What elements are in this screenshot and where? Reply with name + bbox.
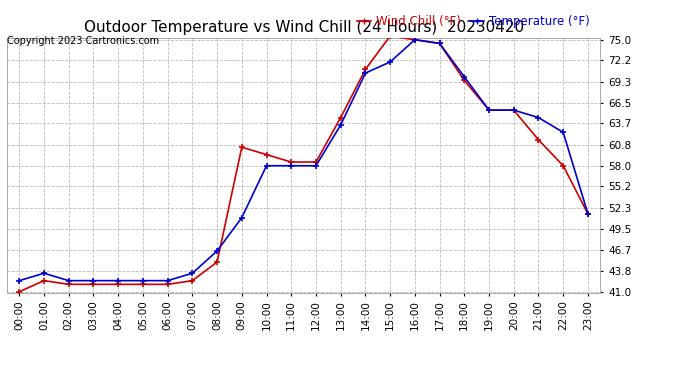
Legend: Wind Chill (°F), Temperature (°F): Wind Chill (°F), Temperature (°F) bbox=[352, 10, 594, 33]
Title: Outdoor Temperature vs Wind Chill (24 Hours)  20230420: Outdoor Temperature vs Wind Chill (24 Ho… bbox=[83, 20, 524, 35]
Text: Copyright 2023 Cartronics.com: Copyright 2023 Cartronics.com bbox=[7, 36, 159, 46]
